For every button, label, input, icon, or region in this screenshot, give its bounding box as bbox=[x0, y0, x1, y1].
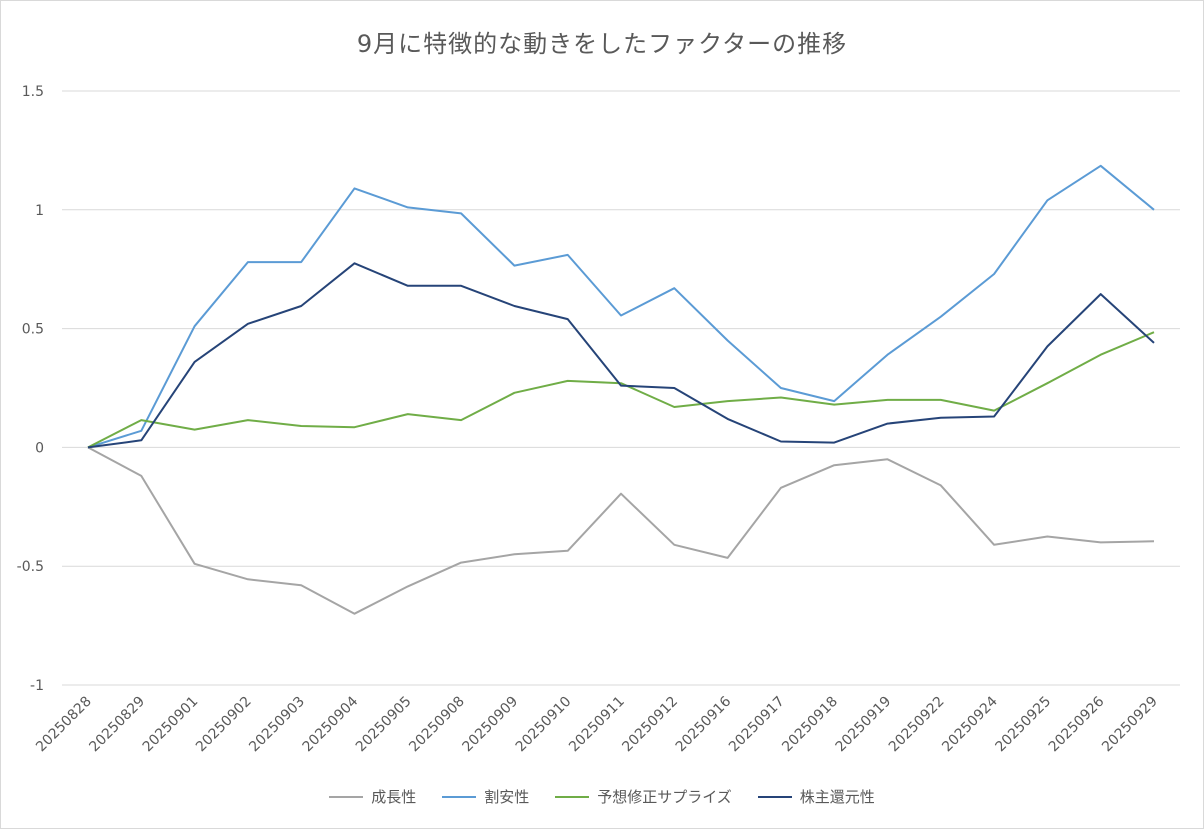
y-tick-label: -0.5 bbox=[17, 559, 44, 575]
chart-legend: 成長性 割安性 予想修正サプライズ 株主還元性 bbox=[0, 786, 1204, 807]
x-tick-label: 20250911 bbox=[566, 694, 628, 756]
legend-swatch bbox=[757, 795, 792, 798]
legend-item: 株主還元性 bbox=[757, 786, 875, 807]
y-tick-label: 0.5 bbox=[22, 322, 44, 338]
x-tick-label: 20250919 bbox=[833, 694, 895, 756]
x-tick-label: 20250922 bbox=[886, 694, 948, 756]
legend-label: 成長性 bbox=[371, 788, 417, 806]
x-tick-label: 20250829 bbox=[86, 694, 148, 756]
y-tick-label: 0 bbox=[35, 440, 44, 456]
x-tick-label: 20250908 bbox=[406, 694, 468, 756]
series-line-2 bbox=[87, 164, 1155, 449]
x-tick-label: 20250924 bbox=[939, 693, 1001, 755]
x-tick-label: 20250925 bbox=[993, 694, 1055, 756]
chart-title: 9月に特徴的な動きをしたファクターの推移 bbox=[356, 30, 848, 58]
x-tick-label: 20250905 bbox=[353, 694, 415, 756]
x-tick-label: 20250910 bbox=[513, 694, 575, 756]
x-tick-label: 20250828 bbox=[33, 694, 95, 756]
series-line-3 bbox=[87, 331, 1155, 449]
x-tick-label: 20250929 bbox=[1099, 694, 1161, 756]
legend-swatch bbox=[555, 795, 590, 798]
y-tick-label: 1.5 bbox=[22, 84, 44, 100]
x-tick-label: 20250902 bbox=[193, 694, 255, 756]
y-tick-label: -1 bbox=[30, 678, 44, 694]
series-line-4 bbox=[87, 262, 1155, 449]
x-tick-label: 20250901 bbox=[140, 694, 202, 756]
legend-label: 割安性 bbox=[484, 788, 530, 806]
x-tick-label: 20250904 bbox=[300, 693, 362, 755]
x-tick-label: 20250912 bbox=[619, 694, 681, 756]
legend-swatch bbox=[442, 795, 477, 798]
y-tick-label: 1 bbox=[35, 203, 44, 219]
legend-label: 予想修正サプライズ bbox=[597, 788, 732, 806]
x-tick-label: 20250916 bbox=[673, 693, 735, 755]
x-tick-label: 20250917 bbox=[726, 694, 788, 756]
x-tick-label: 20250909 bbox=[460, 694, 522, 756]
legend-item: 予想修正サプライズ bbox=[555, 786, 732, 807]
series-line-1 bbox=[87, 446, 1155, 615]
x-tick-label: 20250903 bbox=[246, 694, 308, 756]
legend-label: 株主還元性 bbox=[799, 788, 875, 806]
legend-item: 成長性 bbox=[329, 786, 416, 807]
x-tick-label: 20250926 bbox=[1046, 693, 1108, 755]
legend-swatch bbox=[329, 795, 364, 798]
legend-item: 割安性 bbox=[442, 786, 529, 807]
x-tick-label: 20250918 bbox=[779, 694, 841, 756]
